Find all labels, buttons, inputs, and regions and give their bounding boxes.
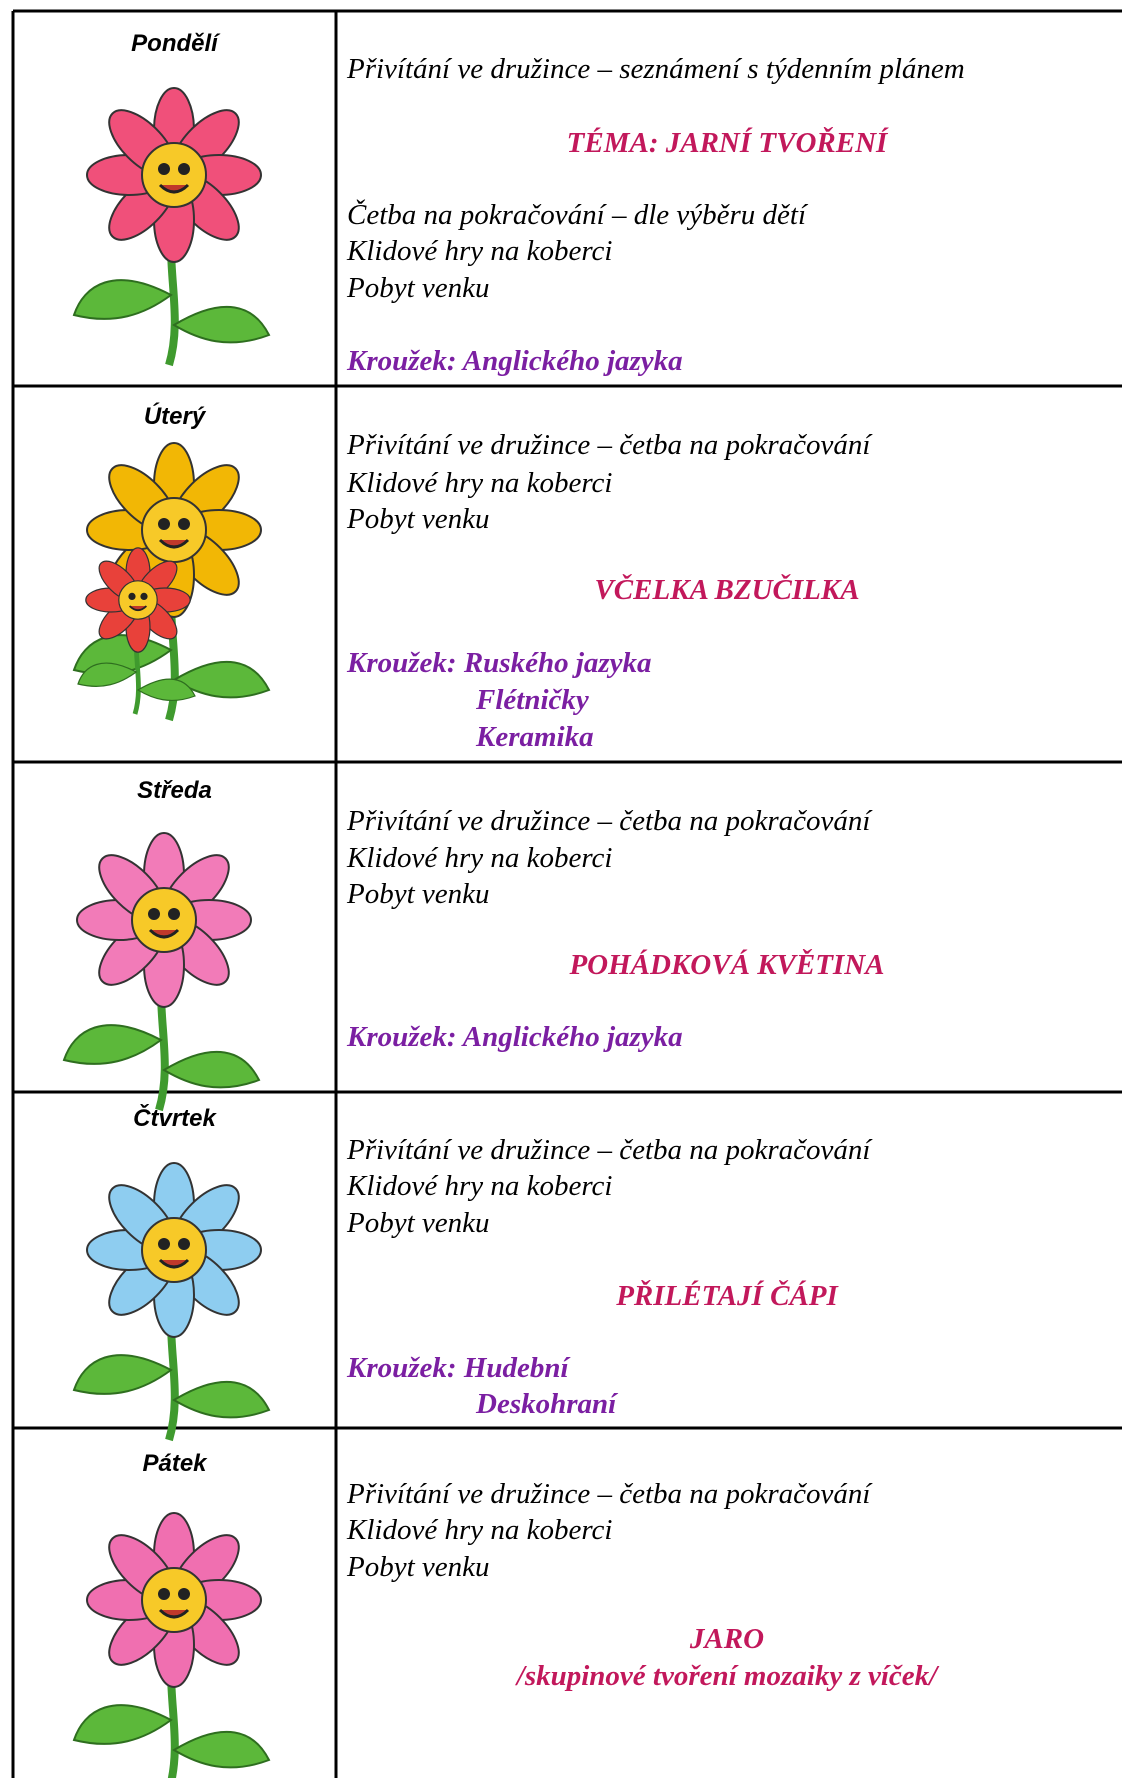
day-label: Čtvrtek — [133, 1105, 216, 1132]
activity: Klidové hry na koberci — [347, 842, 613, 874]
flower-illustration — [74, 88, 269, 365]
club: Flétničky — [476, 684, 589, 716]
activity: Pobyt venku — [347, 272, 490, 304]
activity: Přivítání ve družince – četba na pokračo… — [347, 429, 871, 461]
theme: VČELKA BZUČILKA — [594, 574, 860, 606]
theme: POHÁDKOVÁ KVĚTINA — [569, 949, 885, 981]
activity: Klidové hry na koberci — [347, 1170, 613, 1202]
activity: Přivítání ve družince – četba na pokračo… — [347, 805, 871, 837]
club: Kroužek: Ruského jazyka — [347, 647, 652, 679]
activity: Klidové hry na koberci — [347, 235, 613, 267]
activity: Přivítání ve družince – četba na pokračo… — [347, 1134, 871, 1166]
day-label: Pátek — [142, 1450, 207, 1477]
day-label: Pondělí — [131, 30, 218, 57]
day-label: Středa — [137, 777, 212, 804]
activity: Pobyt venku — [347, 1207, 490, 1239]
theme: JARO — [689, 1623, 765, 1655]
activity: Pobyt venku — [347, 1551, 490, 1583]
flower-illustration — [74, 1513, 269, 1778]
activity: Pobyt venku — [347, 878, 490, 910]
club: Kroužek: Anglického jazyka — [347, 1021, 683, 1053]
flower-illustration — [64, 833, 259, 1110]
activity: Přivítání ve družince – četba na pokračo… — [347, 1478, 871, 1510]
activity: Klidové hry na koberci — [347, 467, 613, 499]
club: Kroužek: Hudební — [347, 1352, 569, 1384]
flower-illustration — [74, 1163, 269, 1440]
activity: Klidové hry na koberci — [347, 1514, 613, 1546]
activity: Pobyt venku — [347, 503, 490, 535]
theme: /skupinové tvoření mozaiky z víček/ — [516, 1660, 938, 1692]
activity: Přivítání ve družince – seznámení s týde… — [347, 53, 965, 85]
theme: PŘILÉTAJÍ ČÁPI — [616, 1280, 838, 1312]
club: Keramika — [476, 721, 594, 753]
day-label: Úterý — [143, 403, 206, 430]
theme: TÉMA: JARNÍ TVOŘENÍ — [566, 127, 888, 159]
club: Kroužek: Anglického jazyka — [347, 345, 683, 377]
activity: Četba na pokračování – dle výběru dětí — [347, 199, 807, 231]
club: Deskohraní — [476, 1388, 617, 1420]
